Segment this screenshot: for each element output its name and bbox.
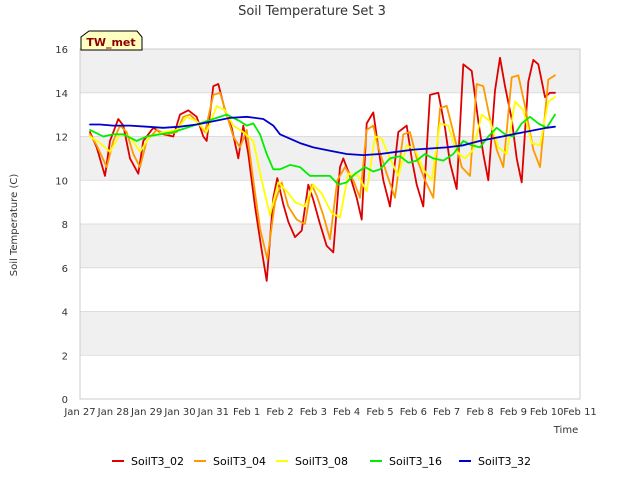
legend-item-SoilT3_32: SoilT3_32 bbox=[459, 455, 531, 468]
legend: SoilT3_02 SoilT3_04 SoilT3_08 SoilT3_16 Soil… bbox=[112, 455, 531, 468]
legend-item-SoilT3_08: SoilT3_08 bbox=[276, 455, 348, 468]
y-tick-label: 14 bbox=[55, 89, 68, 100]
legend-label: SoilT3_08 bbox=[295, 455, 348, 468]
chart-title: Soil Temperature Set 3 bbox=[238, 4, 386, 19]
plot-frame bbox=[79, 48, 581, 400]
x-tick-label: Feb 7 bbox=[433, 407, 460, 418]
x-tick-label: Feb 9 bbox=[500, 407, 527, 418]
series-line-SoilT3_32 bbox=[89, 115, 556, 157]
x-tick-label: Feb 5 bbox=[366, 407, 393, 418]
y-tick-label: 10 bbox=[55, 176, 68, 187]
x-tick-label: Feb 2 bbox=[266, 407, 293, 418]
x-tick-label: Feb 1 bbox=[233, 407, 260, 418]
x-tick-labels: Jan 27 Jan 28 Jan 29 Jan 30 Jan 31 Feb 1 Feb 2… bbox=[63, 407, 596, 418]
y-tick-label: 2 bbox=[62, 351, 68, 362]
x-tick-label: Feb 6 bbox=[400, 407, 427, 418]
x-tick-label: Jan 30 bbox=[163, 407, 195, 418]
y-tick-labels: 0 2 4 6 8 10 12 14 16 bbox=[55, 45, 68, 406]
y-tick-label: 16 bbox=[55, 45, 68, 56]
x-axis-label: Time bbox=[553, 425, 578, 436]
legend-label: SoilT3_02 bbox=[131, 455, 184, 468]
plot-band bbox=[80, 224, 580, 268]
legend-label: SoilT3_16 bbox=[389, 455, 442, 468]
x-tick-label: Feb 11 bbox=[563, 407, 597, 418]
x-tick-label: Jan 28 bbox=[97, 407, 129, 418]
series-line-SoilT3_16 bbox=[89, 113, 556, 186]
y-tick-label: 8 bbox=[62, 220, 68, 231]
x-tick-label: Jan 31 bbox=[197, 407, 229, 418]
x-tick-label: Jan 29 bbox=[130, 407, 162, 418]
y-tick-label: 12 bbox=[55, 133, 68, 144]
station-badge: TW_met bbox=[80, 30, 143, 51]
series-line-SoilT3_08 bbox=[89, 96, 556, 219]
x-tick-label: Feb 10 bbox=[530, 407, 564, 418]
badge-label: TW_met bbox=[86, 36, 135, 49]
x-tick-label: Feb 8 bbox=[466, 407, 493, 418]
y-axis-label: Soil Temperature (C) bbox=[9, 174, 20, 277]
series-lines bbox=[89, 56, 556, 282]
legend-label: SoilT3_04 bbox=[213, 455, 266, 468]
x-tick-label: Jan 27 bbox=[63, 407, 95, 418]
legend-item-SoilT3_04: SoilT3_04 bbox=[194, 455, 266, 468]
y-tick-label: 0 bbox=[62, 395, 68, 406]
x-tick-label: Feb 3 bbox=[300, 407, 327, 418]
plot-bands bbox=[80, 49, 580, 356]
y-tick-label: 4 bbox=[62, 308, 68, 319]
plot-band bbox=[80, 311, 580, 356]
badge-shape bbox=[80, 30, 143, 51]
legend-item-SoilT3_02: SoilT3_02 bbox=[112, 455, 184, 468]
legend-label: SoilT3_32 bbox=[478, 455, 531, 468]
legend-item-SoilT3_16: SoilT3_16 bbox=[370, 455, 442, 468]
x-tick-label: Feb 4 bbox=[333, 407, 360, 418]
series-line-SoilT3_02 bbox=[89, 56, 556, 282]
y-tick-label: 6 bbox=[62, 264, 68, 275]
